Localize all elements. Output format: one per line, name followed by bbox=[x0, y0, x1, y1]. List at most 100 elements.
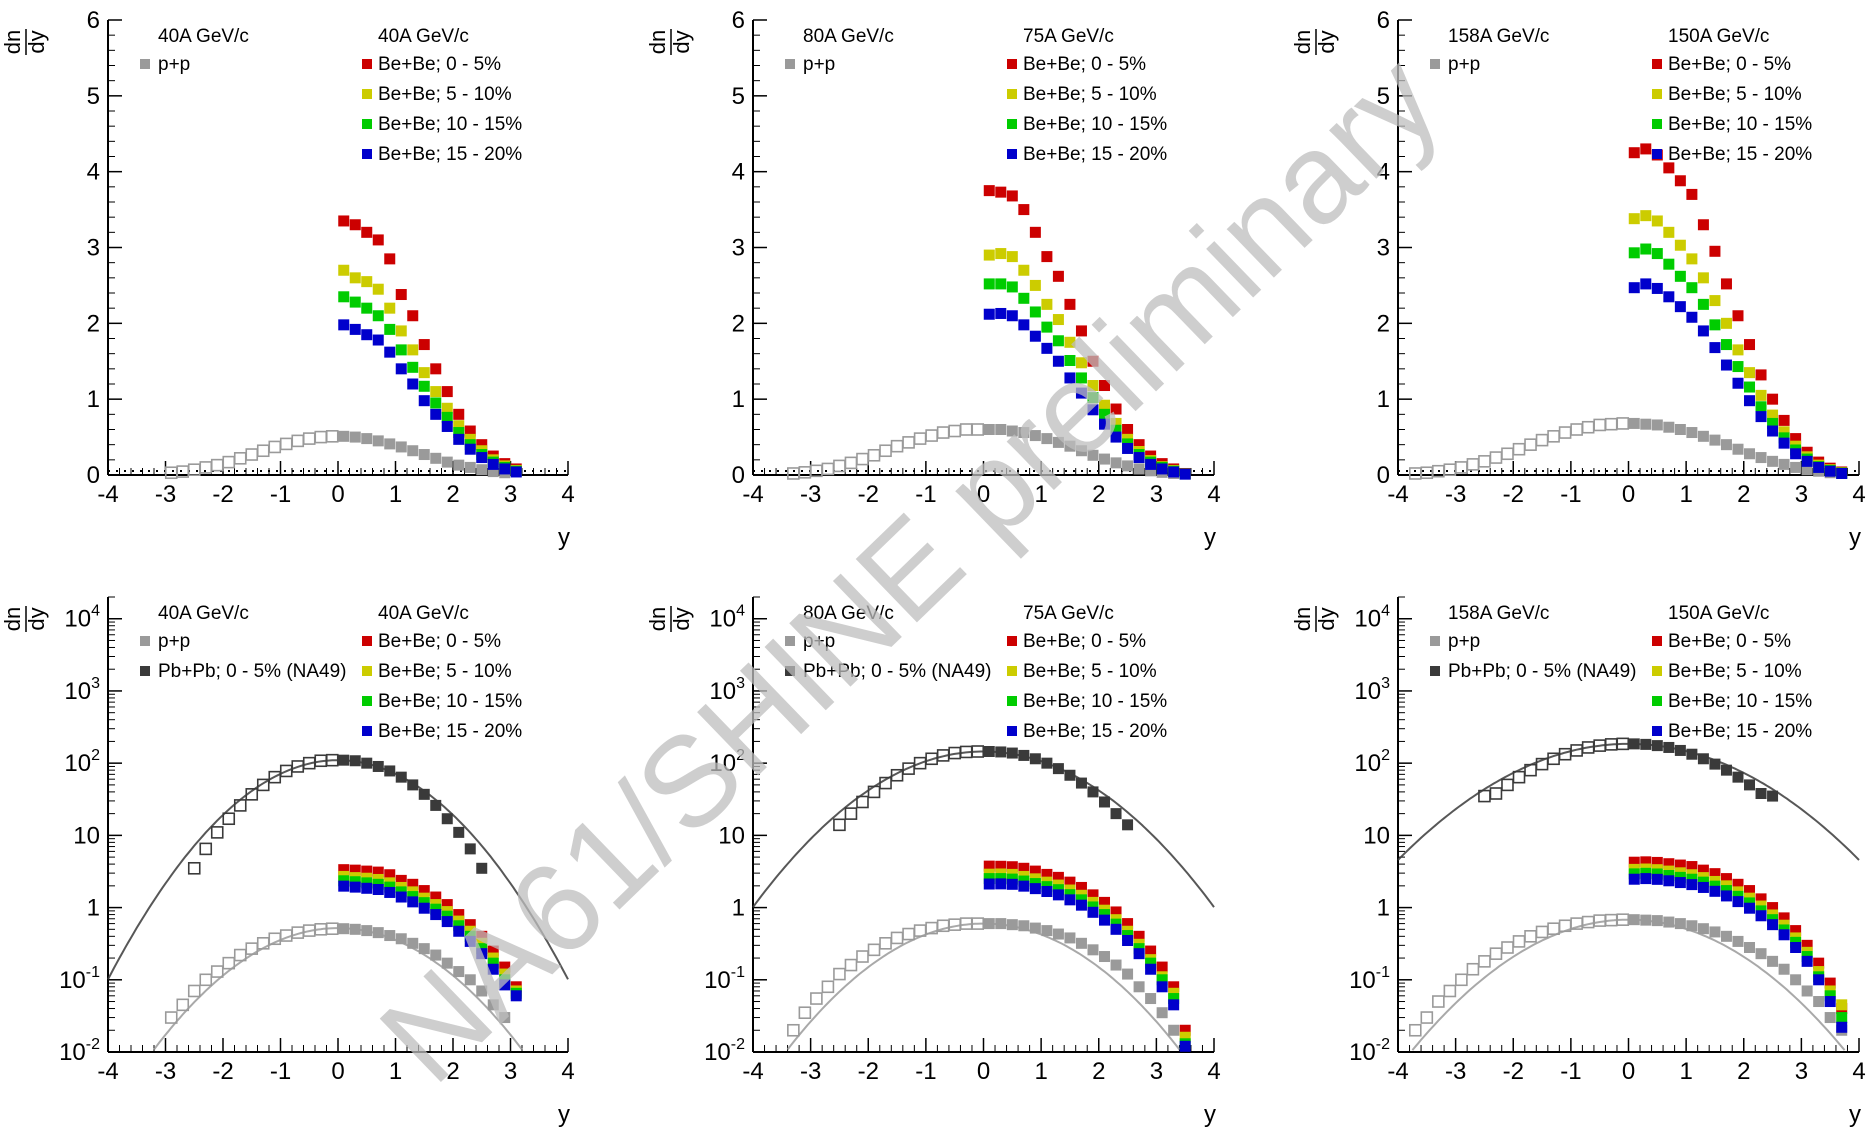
data-point bbox=[1709, 868, 1721, 880]
data-point-open bbox=[833, 459, 846, 473]
data-point bbox=[1156, 1007, 1168, 1019]
y-axis-title-denominator: dy bbox=[24, 30, 49, 53]
data-point bbox=[372, 866, 384, 878]
data-point bbox=[1006, 919, 1018, 931]
data-point-open bbox=[844, 456, 858, 470]
data-point-open bbox=[245, 448, 259, 461]
data-point bbox=[1122, 918, 1134, 930]
data-point bbox=[453, 925, 465, 937]
data-point bbox=[430, 363, 442, 375]
y-tick-label: 10 bbox=[718, 822, 745, 849]
data-point bbox=[995, 918, 1007, 930]
data-point bbox=[1663, 291, 1675, 303]
data-point-open bbox=[867, 785, 881, 799]
data-point bbox=[464, 843, 476, 855]
legend-marker bbox=[785, 59, 795, 69]
data-point bbox=[983, 918, 995, 930]
y-axis-title-numerator: dn bbox=[0, 607, 25, 631]
data-point bbox=[1099, 951, 1111, 963]
data-point bbox=[430, 949, 442, 961]
legend-label: Be+Be; 0 - 5% bbox=[1023, 54, 1146, 75]
y-tick-label: 10-1 bbox=[59, 964, 100, 994]
legend-label: p+p bbox=[1448, 54, 1480, 75]
data-point bbox=[1686, 748, 1698, 760]
data-point bbox=[1744, 395, 1756, 407]
data-point bbox=[395, 441, 407, 453]
data-point bbox=[1075, 357, 1087, 369]
data-point bbox=[1099, 896, 1111, 908]
data-point bbox=[384, 869, 396, 881]
data-point bbox=[1122, 968, 1134, 980]
y-tick-label: 5 bbox=[732, 83, 745, 110]
data-point bbox=[1813, 974, 1825, 986]
data-point-open bbox=[1408, 1023, 1422, 1037]
data-point bbox=[983, 424, 995, 435]
data-point bbox=[1168, 999, 1180, 1011]
data-point-open bbox=[971, 745, 985, 758]
data-point bbox=[1006, 310, 1018, 322]
data-point bbox=[1018, 292, 1030, 304]
data-point bbox=[1075, 445, 1087, 457]
data-point bbox=[1663, 258, 1675, 270]
data-point bbox=[1790, 974, 1802, 986]
legend-marker bbox=[1652, 696, 1662, 706]
data-point-open bbox=[222, 455, 236, 469]
data-point-open bbox=[798, 466, 812, 479]
data-point bbox=[1709, 434, 1721, 446]
x-axis-title: y bbox=[1849, 1101, 1861, 1128]
data-point-open bbox=[902, 436, 915, 449]
y-tick-base: 1 bbox=[732, 895, 745, 922]
data-point bbox=[1156, 974, 1168, 986]
data-point bbox=[338, 864, 350, 876]
data-point bbox=[1029, 922, 1041, 934]
data-point bbox=[418, 897, 430, 909]
data-point bbox=[499, 463, 511, 475]
data-point bbox=[1064, 769, 1076, 781]
x-axis-title: y bbox=[558, 1101, 570, 1128]
y-axis-title-numerator: dn bbox=[645, 607, 670, 631]
data-point bbox=[1813, 996, 1825, 1008]
data-point bbox=[1697, 881, 1709, 893]
x-tick-label: 3 bbox=[1150, 1058, 1163, 1085]
data-point bbox=[1744, 902, 1756, 914]
data-point bbox=[1663, 421, 1675, 433]
data-point-open bbox=[279, 437, 293, 451]
y-tick-label: 0 bbox=[87, 462, 100, 489]
series-5 bbox=[1628, 278, 1848, 479]
data-point-open bbox=[1558, 426, 1572, 439]
data-point bbox=[338, 215, 350, 227]
y-tick-base: 10 bbox=[709, 606, 736, 633]
x-tick-label: 2 bbox=[446, 1058, 459, 1085]
data-point bbox=[1674, 744, 1686, 756]
data-point bbox=[361, 882, 373, 894]
y-axis-title-denominator: dy bbox=[1314, 30, 1339, 53]
data-point bbox=[1041, 868, 1053, 880]
data-point bbox=[1709, 758, 1721, 770]
series-4 bbox=[983, 860, 1191, 1036]
data-point bbox=[1018, 749, 1030, 761]
data-point bbox=[476, 439, 488, 451]
data-point bbox=[1686, 188, 1698, 200]
data-point bbox=[1075, 881, 1087, 893]
data-point bbox=[1110, 906, 1122, 918]
series-1 bbox=[164, 430, 339, 480]
series-1 bbox=[187, 753, 339, 875]
data-point bbox=[1110, 457, 1122, 469]
data-point-open bbox=[302, 432, 316, 445]
data-point bbox=[418, 449, 430, 461]
data-point bbox=[1744, 381, 1756, 393]
data-point bbox=[1744, 448, 1756, 460]
data-point bbox=[441, 916, 453, 928]
data-point bbox=[1640, 738, 1652, 750]
data-point bbox=[1018, 264, 1030, 276]
x-tick-label: 4 bbox=[561, 481, 574, 508]
y-tick-exponent: 3 bbox=[91, 675, 100, 692]
data-point bbox=[1674, 239, 1686, 251]
data-point-open bbox=[833, 967, 846, 981]
data-point bbox=[1006, 861, 1018, 873]
legend-left-title: 40A GeV/c bbox=[158, 26, 249, 47]
data-point bbox=[1110, 923, 1122, 935]
data-point bbox=[372, 310, 384, 322]
data-point bbox=[1087, 355, 1099, 367]
